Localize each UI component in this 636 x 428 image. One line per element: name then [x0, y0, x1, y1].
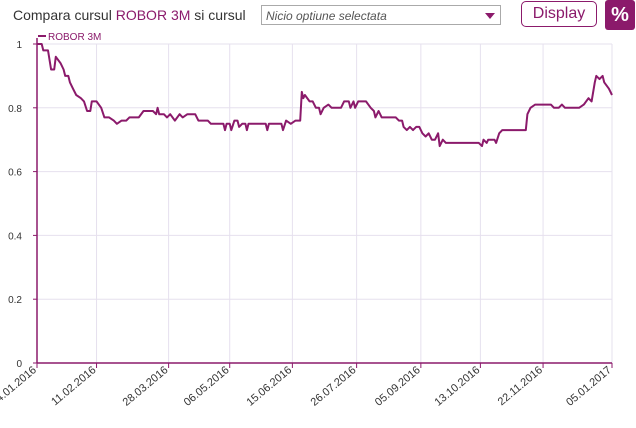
x-tick-label: 26.07.2016	[309, 364, 359, 409]
x-tick-label: 15.06.2016	[244, 364, 294, 409]
y-tick-label: 0.6	[8, 168, 22, 179]
percent-toggle-button[interactable]: %	[605, 0, 635, 30]
x-tick-label: 06.05.2016	[182, 364, 232, 409]
x-tick-label: 13.10.2016	[432, 364, 482, 409]
title-suffix: si cursul	[194, 7, 246, 23]
y-tick-label: 1	[16, 40, 22, 51]
y-tick-label: 0.8	[8, 104, 22, 115]
title-instrument: ROBOR 3M	[115, 7, 191, 23]
compare-title: Compara cursul ROBOR 3M si cursul	[13, 7, 246, 23]
x-tick-label: 05.09.2016	[373, 364, 423, 409]
compare-select-value: Nicio optiune selectata	[266, 9, 387, 23]
y-tick-label: 0.2	[8, 295, 22, 306]
y-tick-label: 0.4	[8, 231, 22, 242]
display-button[interactable]: Display	[521, 1, 597, 27]
chevron-down-icon	[485, 13, 495, 19]
x-tick-label: 28.03.2016	[121, 364, 171, 409]
toolbar: Compara cursul ROBOR 3M si cursul Nicio …	[0, 0, 636, 30]
y-tick-label: 0	[16, 359, 22, 370]
x-tick-label: 04.01.2016	[0, 364, 39, 409]
x-tick-label: 11.02.2016	[49, 364, 98, 408]
legend-label: ROBOR 3M	[48, 32, 101, 43]
x-tick-label: 05.01.2017	[564, 364, 614, 409]
x-tick-label: 22.11.2016	[496, 364, 545, 408]
title-prefix: Compara cursul	[13, 7, 112, 23]
robor-line-chart: 0 0.2 0.4 0.6 0.8 1 04.01.2016 11.02.2016 28.03.…	[0, 32, 614, 409]
compare-select[interactable]: Nicio optiune selectata	[261, 5, 501, 25]
series-line	[37, 43, 613, 148]
